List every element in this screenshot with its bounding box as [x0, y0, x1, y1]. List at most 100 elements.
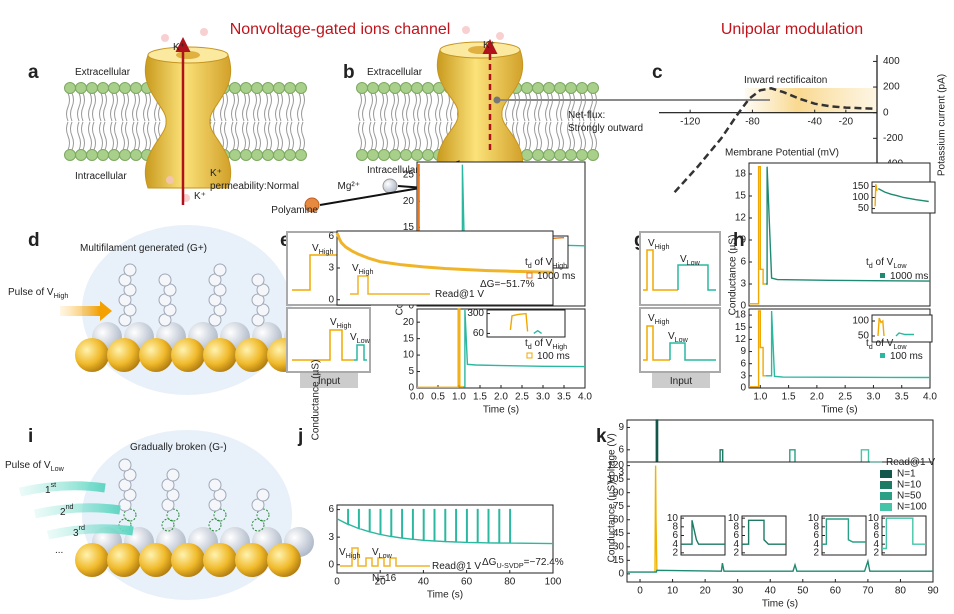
y-tick-label: 150	[852, 181, 869, 192]
lipid-head	[576, 82, 588, 94]
lipid-tail	[402, 121, 406, 151]
lipid-tail	[70, 121, 74, 151]
text-part: rd	[79, 523, 85, 532]
lipid-tail	[103, 92, 107, 122]
text-part: V	[339, 547, 346, 558]
lipid-tail	[402, 92, 406, 122]
y-tick-label: 18	[735, 310, 747, 321]
label: ...	[55, 545, 63, 556]
data-line	[822, 518, 866, 545]
label: Read@1 V	[886, 457, 935, 468]
lipid-head	[86, 149, 98, 161]
y-tick-label: 0	[618, 569, 624, 580]
lipid-tail	[110, 121, 114, 151]
lipid-tail	[582, 121, 586, 151]
broken-link	[256, 508, 270, 522]
lipid-head	[119, 82, 131, 94]
chain-atom	[208, 478, 222, 492]
text-part: c	[652, 62, 663, 83]
panel-letter: i	[28, 426, 33, 447]
y-axis-label: Conductance (µS)	[311, 360, 322, 441]
lipid-tail	[549, 92, 553, 122]
lipid-tail	[81, 121, 85, 151]
text-part: U-SVDP	[496, 561, 523, 570]
y-tick-label: 18	[735, 169, 747, 180]
lipid-tail	[391, 92, 395, 122]
label: K⁺	[483, 40, 495, 51]
data-line	[766, 310, 931, 379]
lipid-tail	[578, 92, 582, 122]
lipid-tail	[132, 92, 136, 122]
y-tick-label: 8	[733, 521, 739, 532]
lipid-head	[240, 82, 252, 94]
y-tick-label: 6	[618, 444, 624, 455]
x-tick-label: 3.0	[866, 392, 880, 403]
y-tick-label: 100	[852, 192, 869, 203]
panel-letter: d	[28, 230, 40, 251]
y-tick-label: 4	[672, 539, 678, 550]
text-part: Strongly outward	[568, 123, 643, 134]
lipid-head	[411, 149, 423, 161]
lipid-head	[554, 149, 566, 161]
x-tick-label: -120	[680, 116, 700, 127]
lipid-tail	[358, 121, 362, 151]
text-part: V	[330, 317, 337, 328]
text-part: K⁺	[210, 168, 222, 179]
data-line	[882, 517, 926, 550]
text-part: V	[350, 332, 357, 343]
y-tick-label: 15	[403, 222, 415, 233]
lipid-tail	[512, 92, 516, 122]
lipid-head	[251, 82, 263, 94]
lipid-head	[565, 82, 577, 94]
y-tick-label: 6	[733, 530, 739, 541]
lipid-head	[389, 149, 401, 161]
label: td of VHigh	[525, 338, 567, 352]
lipid-head	[108, 82, 120, 94]
text-part: h	[733, 230, 745, 251]
x-tick-label: 20	[700, 586, 712, 597]
y-axis-label: Voltage (V)	[607, 433, 618, 482]
text-part: Intracellular	[75, 171, 127, 182]
lipid-tail	[257, 92, 261, 122]
label: Read@1 V	[435, 289, 484, 300]
lipid-tail	[435, 92, 439, 122]
lipid-tail	[235, 92, 239, 122]
x-tick-label: 60	[461, 577, 473, 588]
panel-letter: h	[733, 230, 745, 251]
lipid-tail	[435, 121, 439, 151]
x-tick-label: 1.5	[473, 392, 487, 403]
data-line	[874, 184, 878, 207]
data-line	[533, 329, 542, 334]
lipid-tail	[545, 121, 549, 151]
x-tick-label: 3.5	[895, 392, 909, 403]
y-tick-label: 4	[813, 539, 819, 550]
lipid-tail	[362, 121, 366, 151]
y-tick-label: 3	[328, 532, 334, 543]
text-part: Pulse of	[5, 460, 44, 471]
x-tick-label: 80	[895, 586, 907, 597]
y-tick-label: 0	[408, 301, 414, 312]
data-line	[336, 508, 554, 545]
lipid-head	[64, 149, 76, 161]
text-part: V	[352, 263, 359, 274]
data-line	[766, 166, 931, 285]
lipid-tail	[242, 92, 246, 122]
lipid-tail	[545, 92, 549, 122]
lipid-tail	[589, 121, 593, 151]
lipid-tail	[413, 92, 417, 122]
text-part: Intracellular	[367, 165, 419, 176]
label: Intracellular	[367, 165, 419, 176]
text-part: t	[866, 257, 869, 268]
text-part: Unipolar modulation	[721, 21, 863, 38]
text-part: V	[44, 460, 51, 471]
lipid-tail	[297, 121, 301, 151]
lipid-tail	[578, 121, 582, 151]
lipid-tail	[534, 92, 538, 122]
atom	[235, 543, 269, 577]
label: Extracellular	[75, 67, 131, 78]
x-tick-label: 70	[862, 586, 874, 597]
text-part: Gradually broken (G-)	[130, 442, 227, 453]
text-part: Net-flux:	[568, 110, 605, 121]
lipid-tail	[516, 92, 520, 122]
label: td of VLow	[866, 257, 907, 271]
